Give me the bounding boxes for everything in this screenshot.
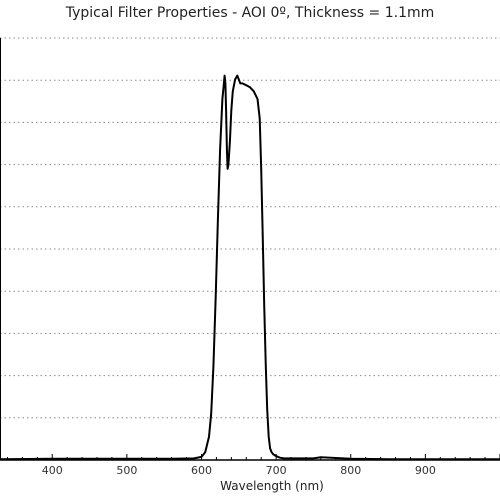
x-axis-label: Wavelength (nm) [220,479,324,493]
x-tick-label: 400 [42,464,63,477]
x-ticks: 400 500 600 700 800 900 [6,454,500,477]
x-tick-label: 600 [191,464,212,477]
x-tick-label: 700 [266,464,287,477]
x-tick-label: 500 [116,464,137,477]
series-line [0,74,500,461]
chart-title: Typical Filter Properties - AOI 0º, Thic… [65,5,435,21]
grid [0,37,500,419]
x-tick-label: 800 [340,464,361,477]
x-tick-label: 900 [415,464,436,477]
series-group [0,74,500,461]
